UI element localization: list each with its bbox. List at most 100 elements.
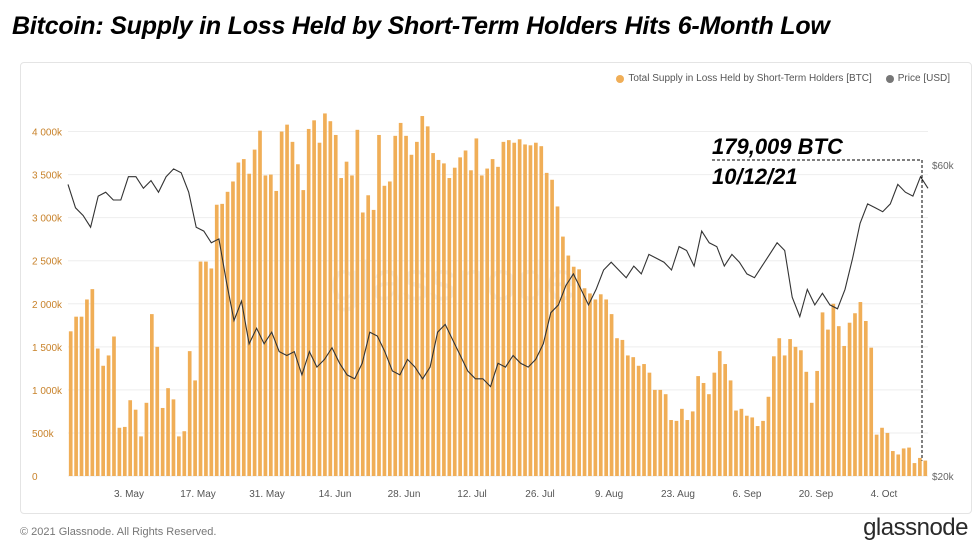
data-bar — [826, 329, 830, 476]
data-bar — [258, 130, 262, 477]
data-bar — [317, 142, 322, 476]
x-tick-label: 4. Oct — [871, 489, 898, 500]
data-bar — [782, 355, 787, 476]
y-tick-label: 2 000k — [32, 300, 63, 311]
data-bar — [279, 131, 284, 476]
data-bar — [528, 145, 533, 476]
data-bar — [263, 175, 268, 476]
data-bar — [436, 159, 441, 476]
data-bar — [458, 157, 462, 477]
data-bar — [885, 432, 890, 476]
data-bar — [236, 162, 241, 476]
data-bar — [842, 345, 846, 476]
data-bar — [755, 426, 760, 476]
data-bar — [193, 380, 197, 476]
data-bar — [772, 356, 776, 476]
data-bar — [155, 346, 160, 476]
bar-layer — [68, 113, 928, 477]
data-bar — [636, 365, 641, 476]
data-bar — [728, 380, 733, 476]
annotation-layer — [712, 159, 923, 461]
data-bar — [631, 357, 636, 476]
y-tick-label: 2 500k — [32, 257, 63, 268]
x-tick-label: 23. Aug — [661, 489, 695, 500]
data-bar — [85, 299, 89, 476]
data-bar — [474, 138, 479, 477]
data-bar — [252, 149, 257, 477]
data-bar — [653, 389, 657, 476]
data-bar — [404, 135, 408, 476]
x-tick-layer: 3. May 17. May 31. May 14. Jun 28. Jun 12. Ju… — [114, 489, 898, 500]
data-bar — [734, 410, 738, 476]
data-bar — [177, 436, 181, 476]
data-bar — [398, 122, 403, 477]
data-bar — [642, 364, 646, 476]
data-bar — [139, 436, 143, 476]
data-bar — [447, 178, 452, 476]
data-bar — [609, 314, 614, 476]
data-bar — [766, 396, 771, 476]
y-right-tick-label: $60k — [932, 161, 955, 172]
data-bar — [339, 178, 343, 476]
data-bar — [874, 434, 879, 476]
data-bar — [290, 141, 295, 477]
data-bar — [112, 336, 116, 476]
data-bar — [847, 322, 852, 476]
y-tick-layer: 0 500k 1 000k 1 500k 2 000k 2 500k 3 000k 3 500… — [32, 128, 63, 483]
data-bar — [328, 121, 333, 476]
data-bar — [106, 355, 111, 476]
x-tick-label: 12. Jul — [457, 489, 486, 500]
data-bar — [285, 124, 289, 476]
data-bar — [788, 339, 792, 476]
data-bar — [896, 454, 901, 476]
data-bar — [696, 376, 700, 476]
data-bar — [918, 457, 922, 476]
annotation-value: 179,009 BTC — [712, 134, 843, 159]
data-bar — [198, 261, 203, 476]
data-bar — [74, 316, 78, 476]
data-bar — [496, 166, 500, 476]
y-right-tick-label: $20k — [932, 472, 955, 483]
data-bar — [393, 135, 398, 476]
data-bar — [512, 142, 517, 476]
data-bar — [539, 146, 544, 477]
x-tick-label: 17. May — [180, 489, 216, 500]
data-bar — [241, 159, 246, 476]
data-bar — [571, 266, 576, 476]
data-bar — [717, 351, 722, 476]
data-bar — [355, 129, 360, 476]
data-bar — [79, 316, 84, 476]
data-bar — [555, 206, 560, 476]
data-bar — [723, 364, 728, 476]
data-bar — [415, 141, 419, 477]
data-bar — [604, 299, 609, 476]
data-bar — [90, 289, 95, 476]
data-bar — [690, 411, 695, 476]
legend-item-price[interactable]: Price [USD] — [885, 73, 950, 84]
data-bar — [182, 431, 187, 476]
data-bar — [793, 346, 798, 476]
data-bar — [712, 372, 717, 476]
data-bar — [588, 293, 592, 476]
legend-item-supply[interactable]: Total Supply in Loss Held by Short-Term … — [616, 73, 872, 84]
data-bar — [301, 190, 306, 476]
data-bar — [674, 420, 679, 476]
data-bar — [858, 302, 863, 476]
legend-label-price: Price [USD] — [897, 73, 950, 84]
data-bar — [442, 163, 446, 476]
data-bar — [820, 312, 825, 476]
data-bar — [366, 195, 371, 476]
data-bar — [463, 150, 468, 477]
data-bar — [150, 314, 154, 476]
chart-title: Bitcoin: Supply in Loss Held by Short-Te… — [12, 12, 830, 40]
data-bar — [268, 174, 273, 476]
data-bar — [912, 463, 917, 476]
data-bar — [523, 144, 527, 476]
data-bar — [761, 420, 765, 476]
data-bar — [485, 168, 490, 476]
data-bar — [647, 372, 652, 476]
data-bar — [220, 203, 224, 476]
data-bar — [209, 268, 214, 476]
y-tick-label: 1 500k — [32, 343, 63, 354]
